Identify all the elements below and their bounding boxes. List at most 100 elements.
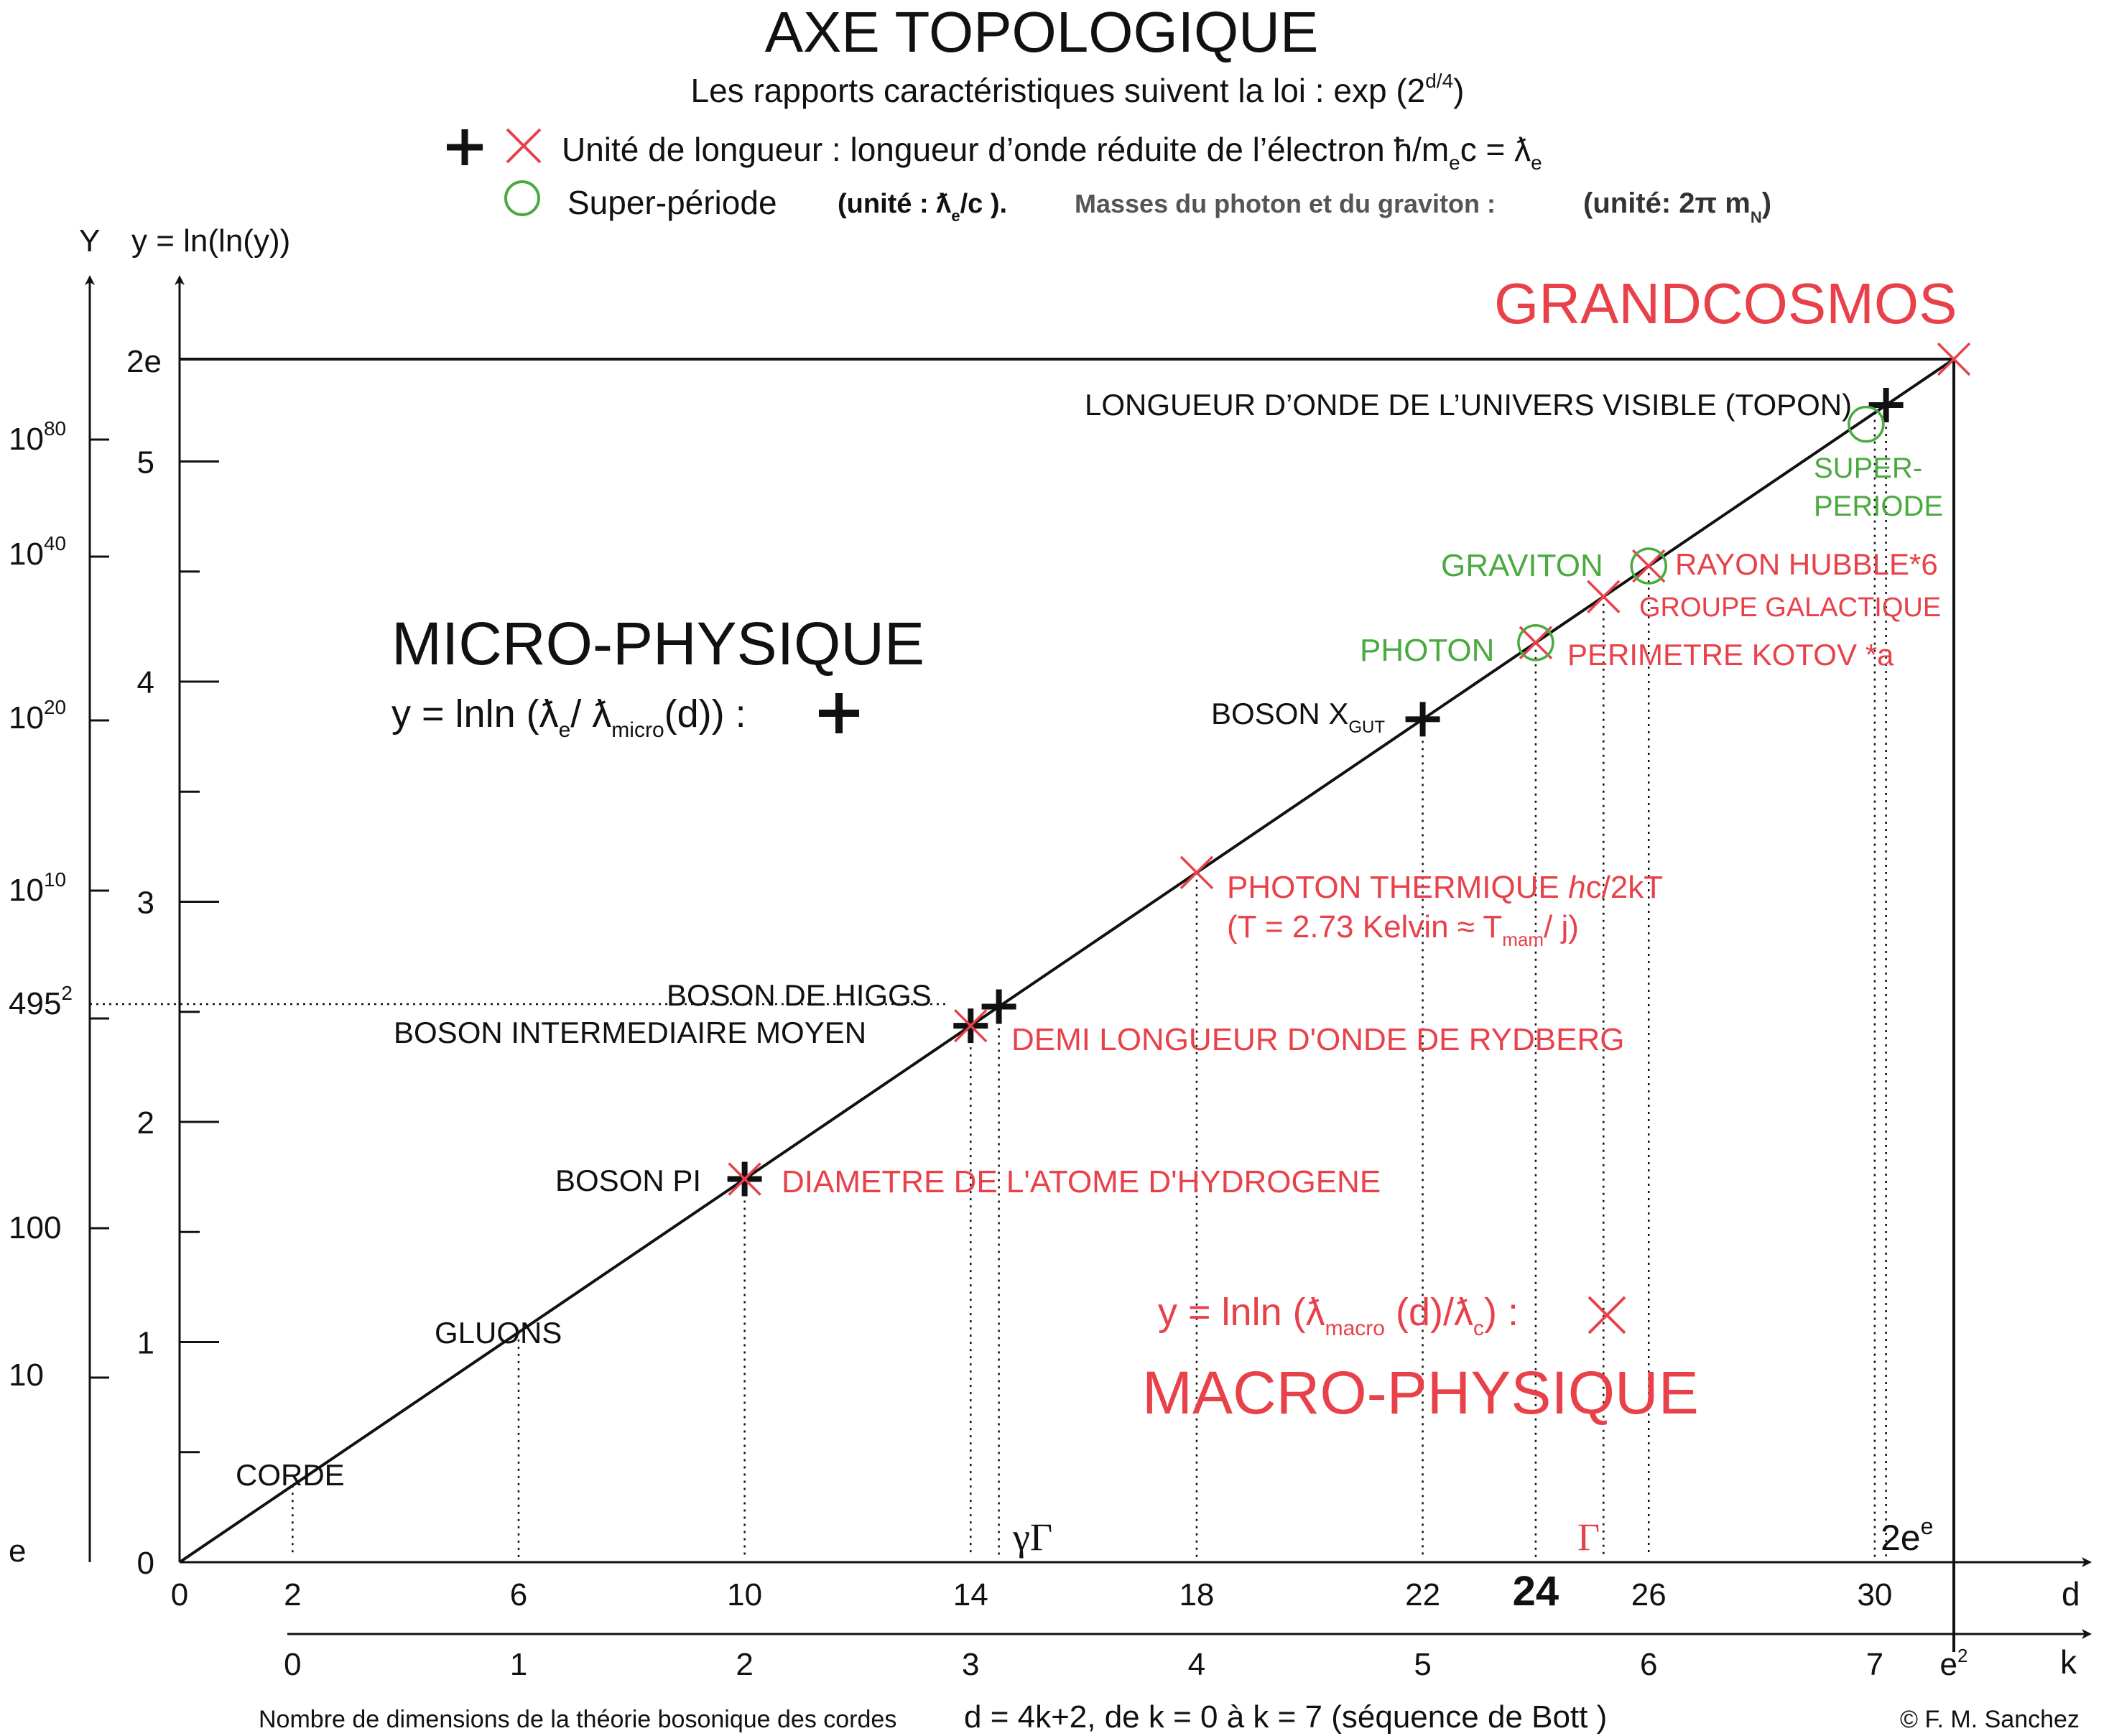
y-tick-label: 0 <box>137 1546 154 1581</box>
d-tick-label: 6 <box>510 1577 527 1612</box>
perimetre-kotov-label: PERIMETRE KOTOV *a <box>1567 638 1894 672</box>
grandcosmos-label: GRANDCOSMOS <box>1494 271 1957 335</box>
micro-physique-title: MICRO-PHYSIQUE <box>391 610 924 677</box>
Y-tick-label: 1020 <box>9 696 66 735</box>
Y-tick-label: 4952 <box>9 982 73 1021</box>
Y-axis-label: Y <box>79 223 100 259</box>
gamma-label: Γ <box>1577 1515 1600 1559</box>
vertical-dotted-guides <box>292 405 1887 1557</box>
macro-physique-title: MACRO-PHYSIQUE <box>1142 1359 1699 1426</box>
graviton-label: GRAVITON <box>1441 548 1603 583</box>
k-tick-label: 6 <box>1640 1647 1657 1682</box>
corde-label: CORDE <box>236 1458 345 1492</box>
svg-text:(unité : ƛe/c ).: (unité : ƛe/c ). <box>838 189 1007 225</box>
macro-point-marker <box>1631 549 1666 583</box>
Y-tick-label: 1080 <box>9 417 66 457</box>
svg-text:(unité: 2π mN): (unité: 2π mN) <box>1583 187 1771 226</box>
svg-text:Unité de longueur : longueur d: Unité de longueur : longueur d’onde rédu… <box>562 131 1542 174</box>
micro-formula: y = lnln (ƛe/ ƛmicro(d)) : <box>391 692 859 742</box>
macro-point-marker <box>1519 626 1553 659</box>
photon-label: PHOTON <box>1360 633 1494 668</box>
macro-point-marker <box>1179 855 1214 890</box>
k-axis-ticks: 0 1 2 3 4 5 6 7 e2 <box>284 1645 1967 1682</box>
hydrogen-label: DIAMETRE DE L'ATOME D'HYDROGENE <box>782 1164 1381 1199</box>
super-period-marker <box>1517 623 1554 662</box>
groupe-galactique-label: GROUPE GALACTIQUE <box>1639 593 1941 623</box>
d-tick-label: 22 <box>1405 1577 1440 1612</box>
legend-super-period: Super-période (unité : ƛe/c ). Masses du… <box>504 180 1771 226</box>
d-tick-label: 14 <box>953 1577 988 1612</box>
boson-intermediaire-label: BOSON INTERMEDIAIRE MOYEN <box>394 1016 866 1049</box>
k-tick-label: 7 <box>1866 1647 1883 1682</box>
k-tick-label: e2 <box>1940 1645 1968 1682</box>
Y-tick-label: 1010 <box>9 868 66 908</box>
boson-x-gut-label: BOSON XGUT <box>1211 697 1385 737</box>
d-tick-label: 30 <box>1857 1577 1892 1612</box>
d-axis-ticks: 0 2 6 10 14 18 22 24 26 30 <box>171 1568 1893 1615</box>
gamma-gamma-label: γΓ <box>1012 1515 1052 1559</box>
macro-point-marker <box>728 1162 761 1196</box>
super-periode-label-2: PERIODE <box>1814 491 1943 522</box>
diagram-subtitle: Les rapports caractéristiques suivent la… <box>691 70 1465 109</box>
k-tick-label: 2 <box>736 1647 753 1682</box>
d-axis-label: d <box>2062 1575 2080 1612</box>
black-plus-icon <box>447 129 483 165</box>
k-axis-label: k <box>2060 1643 2077 1681</box>
boson-higgs-label: BOSON DE HIGGS <box>667 978 932 1012</box>
d-tick-label: 18 <box>1179 1577 1214 1612</box>
copyright: © F. M. Sanchez <box>1900 1706 2080 1733</box>
Y-tick-label: 1040 <box>9 532 66 572</box>
macro-point-marker <box>954 1008 988 1043</box>
gluons-label: GLUONS <box>435 1316 562 1350</box>
legend-micro-unit: Unité de longueur : longueur d’onde rédu… <box>447 128 1542 174</box>
d-tick-label: 26 <box>1631 1577 1667 1612</box>
d-tick-label: 24 <box>1513 1568 1559 1615</box>
svg-text:Super-période: Super-période <box>567 184 777 221</box>
Y-tick-label: 100 <box>9 1210 61 1245</box>
k-tick-label: 4 <box>1188 1647 1205 1682</box>
photon-temperature-label: (T = 2.73 Kelvin ≈ Tmam/ j) <box>1227 909 1579 950</box>
svg-text:Masses du photon et du gravito: Masses du photon et du graviton : <box>1075 189 1496 218</box>
red-cross-icon <box>1587 1296 1626 1335</box>
Y-tick-label: e <box>9 1533 26 1569</box>
micro-point-marker <box>1405 702 1440 737</box>
y-axis-label: y = ln(ln(y)) <box>131 223 290 259</box>
diagram-title: AXE TOPOLOGIQUE <box>765 0 1319 64</box>
super-period-marker <box>1630 547 1667 585</box>
y-tick-label: 2e <box>126 344 162 379</box>
green-circle-icon <box>504 180 540 216</box>
two-e-e-label: 2ee <box>1881 1513 1933 1558</box>
k-tick-label: 3 <box>962 1647 979 1682</box>
macro-formula: y = lnln (ƛmacro (d)/ƛc) : <box>1158 1291 1626 1340</box>
k-tick-label: 0 <box>284 1647 301 1682</box>
rayon-hubble-label: RAYON HUBBLE*6 <box>1675 547 1938 581</box>
topon-label: LONGUEUR D’ONDE DE L’UNIVERS VISIBLE (TO… <box>1085 388 1852 422</box>
super-periode-label-1: SUPER- <box>1814 452 1922 484</box>
d-tick-label: 2 <box>284 1577 301 1612</box>
micro-point-marker <box>1868 388 1904 423</box>
macro-point-marker <box>1937 342 1971 376</box>
rydberg-label: DEMI LONGUEUR D'ONDE DE RYDBERG <box>1011 1022 1625 1057</box>
super-period-marker <box>1848 405 1885 443</box>
Y-tick-label: 10 <box>9 1357 44 1393</box>
boson-pi-label: BOSON PI <box>555 1164 701 1197</box>
Y-axis-ticks: e 10 100 4952 1010 1020 1040 1080 <box>9 417 109 1569</box>
footer-formula: d = 4k+2, de k = 0 à k = 7 (séquence de … <box>964 1699 1607 1735</box>
axes <box>85 275 2092 1652</box>
diagonal-topological-axis <box>178 358 1955 1564</box>
y-axis-ticks: 0 1 2 3 4 5 2e <box>126 344 219 1581</box>
svg-text:y = lnln (ƛe/ ƛmicro(d)) :: y = lnln (ƛe/ ƛmicro(d)) : <box>391 692 746 742</box>
y-tick-label: 2 <box>137 1105 154 1141</box>
y-tick-label: 4 <box>137 665 154 700</box>
point-markers <box>727 342 1971 1197</box>
k-tick-label: 1 <box>510 1647 527 1682</box>
footer-note: Nombre de dimensions de la théorie boson… <box>259 1706 896 1733</box>
black-plus-icon <box>819 693 859 733</box>
photon-thermique-label: PHOTON THERMIQUE hc/2kT <box>1227 870 1663 905</box>
macro-point-marker <box>1587 580 1621 613</box>
micro-point-marker <box>981 989 1016 1024</box>
y-tick-label: 1 <box>137 1326 154 1361</box>
svg-text:y = lnln (ƛmacro (d)/ƛc) :: y = lnln (ƛmacro (d)/ƛc) : <box>1158 1291 1519 1340</box>
k-tick-label: 5 <box>1414 1647 1431 1682</box>
